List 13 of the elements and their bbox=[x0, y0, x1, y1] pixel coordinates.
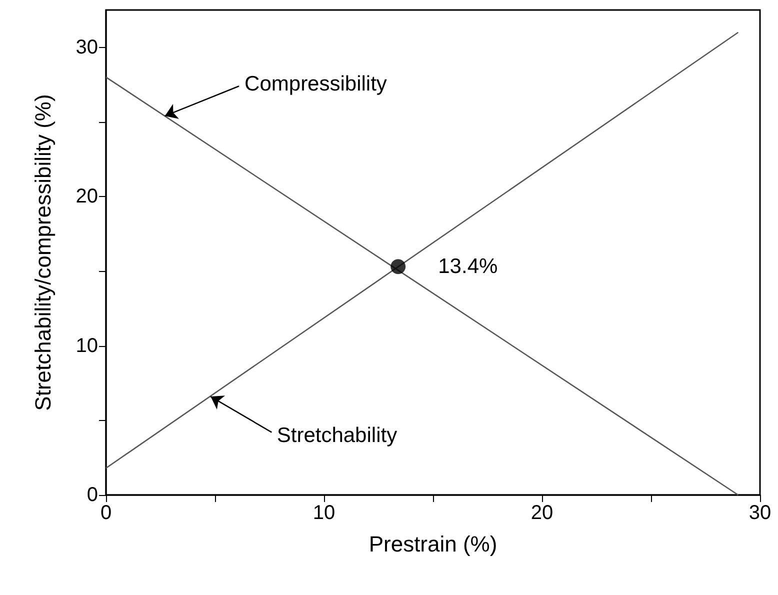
annotation: Stretchability bbox=[276, 424, 398, 447]
y-tick-label: 20 bbox=[76, 186, 98, 208]
annotation: 13.4% bbox=[438, 255, 498, 278]
annotation: Compressibility bbox=[244, 72, 388, 96]
x-tick-label: 30 bbox=[748, 502, 772, 524]
x-axis-title: Prestrain (%) bbox=[368, 532, 498, 556]
y-axis-title: Stretchability/compressibility (%) bbox=[30, 94, 56, 411]
y-tick-label: 10 bbox=[76, 334, 98, 357]
x-tick-label: 20 bbox=[530, 502, 554, 524]
y-tick-label: 0 bbox=[86, 484, 98, 506]
x-tick-label: 0 bbox=[100, 502, 112, 524]
y-tick-label: 30 bbox=[76, 36, 98, 58]
x-tick-label: 10 bbox=[312, 502, 336, 524]
